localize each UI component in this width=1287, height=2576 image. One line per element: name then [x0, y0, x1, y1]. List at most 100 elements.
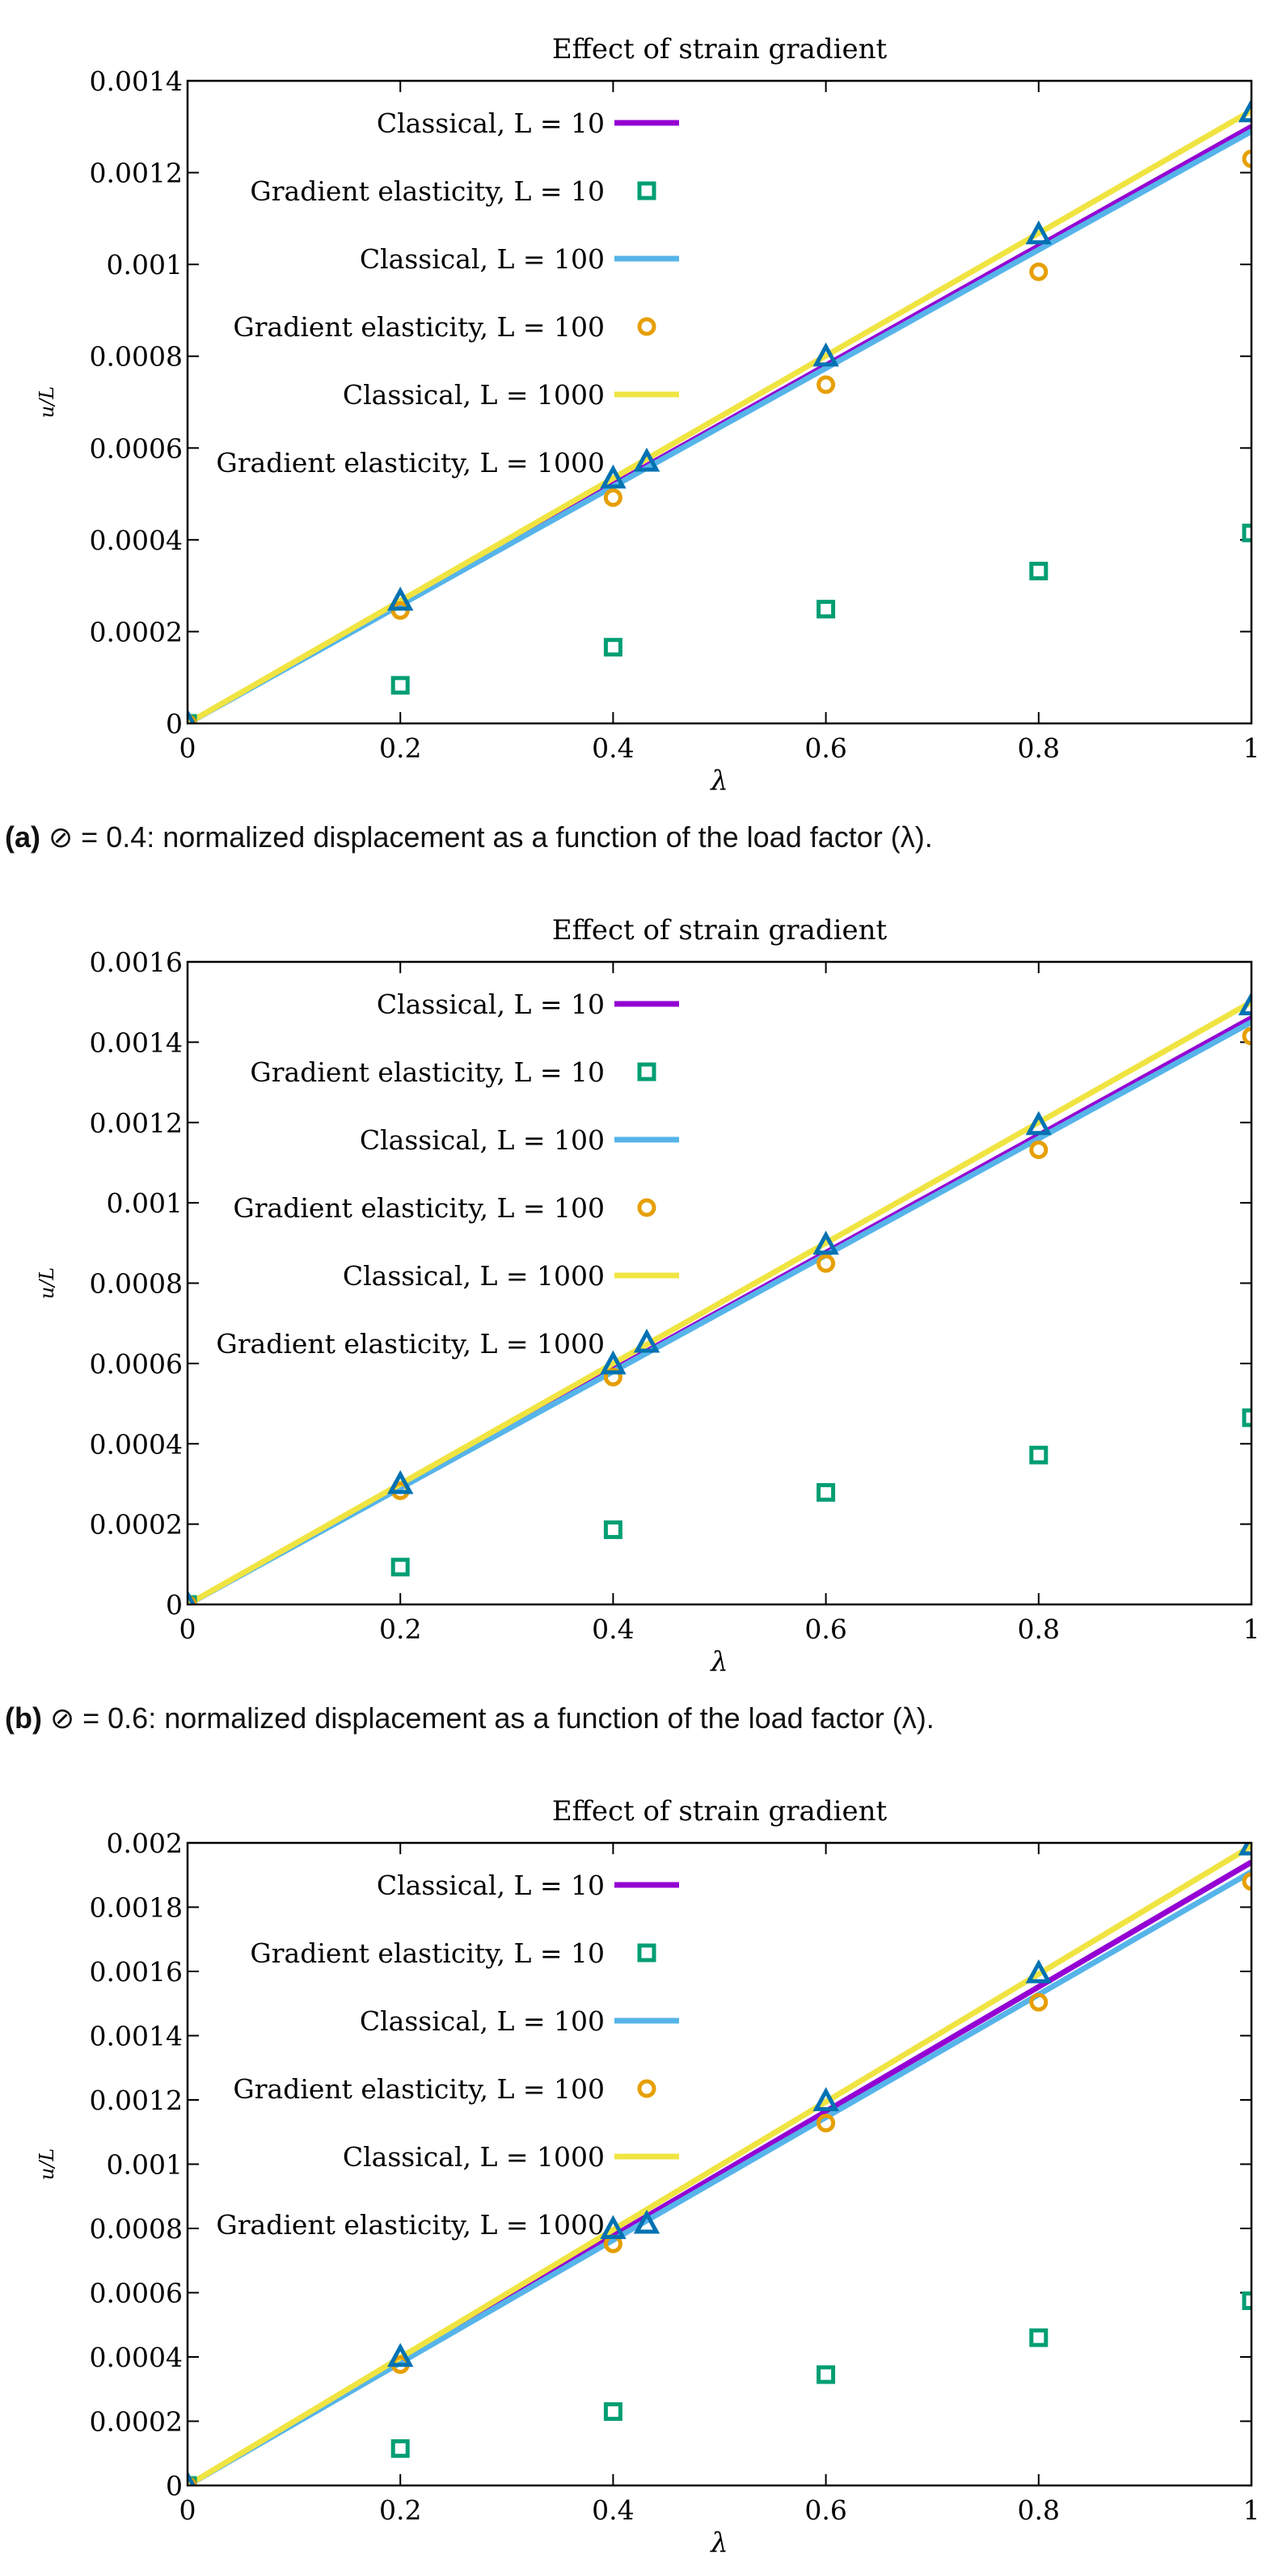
- y-tick-label: 0.0008: [90, 341, 183, 373]
- y-tick-label: 0: [166, 708, 183, 740]
- y-axis-label: u/L: [36, 386, 58, 418]
- x-tick-label: 0.2: [379, 2494, 421, 2526]
- data-point-circle: [817, 375, 836, 394]
- y-tick-label: 0.0006: [90, 1348, 183, 1380]
- data-point-square: [1242, 523, 1251, 542]
- legend-marker-square: [637, 1062, 656, 1081]
- legend-label: Classical, L = 100: [360, 243, 605, 275]
- series-markers: [188, 523, 1251, 723]
- plot-frame: [186, 1841, 1253, 2487]
- data-point-triangle: [188, 708, 196, 723]
- x-tick-label: 1: [1243, 1613, 1260, 1645]
- data-point-square: [1029, 2328, 1049, 2347]
- data-point-square: [603, 2402, 622, 2422]
- legend-label: Gradient elasticity, L = 100: [233, 2073, 605, 2105]
- x-tick-label: 1: [1243, 732, 1260, 764]
- chart-panel-b: Effect of strain gradient 0 0.0002 0.0004 0.…: [0, 881, 1287, 1762]
- legend-marker-circle: [637, 2079, 656, 2098]
- y-tick-label: 0.001: [107, 249, 183, 280]
- data-point-triangle: [1238, 1843, 1251, 1856]
- legend-marker-square: [637, 1943, 656, 1963]
- data-point-square: [1242, 2291, 1251, 2310]
- legend-label: Classical, L = 10: [377, 108, 605, 139]
- legend-marker-circle: [637, 1198, 656, 1217]
- x-axis-label: λ: [709, 1646, 728, 1678]
- legend-label: Gradient elasticity, L = 1000: [216, 2209, 605, 2241]
- legend-label: Classical, L = 10: [377, 989, 605, 1020]
- data-point-square: [817, 600, 836, 619]
- chart-title: Effect of strain gradient: [552, 33, 888, 65]
- legend: Classical, L = 10 Gradient elasticity, L …: [216, 108, 679, 479]
- data-point-triangle: [600, 1350, 627, 1375]
- y-tick-label: 0.001: [107, 1187, 183, 1219]
- data-point-square: [390, 676, 410, 695]
- data-point-circle: [1029, 262, 1049, 281]
- data-point-triangle: [386, 1469, 414, 1495]
- legend-label: Classical, L = 1000: [343, 379, 605, 411]
- chart-a: Effect of strain gradient 0 0.0002 0.0004 0.…: [36, 33, 1260, 797]
- y-tick-label: 0.0002: [90, 1509, 183, 1541]
- legend-marker-triangle: [633, 447, 660, 472]
- x-axis-label: λ: [709, 2527, 728, 2559]
- y-tick-label: 0: [166, 2470, 183, 2502]
- legend-label: Classical, L = 100: [360, 2005, 605, 2037]
- data-point-triangle: [188, 2470, 196, 2485]
- x-tick-label: 0.8: [1018, 2494, 1060, 2526]
- legend-label: Gradient elasticity, L = 100: [233, 311, 605, 343]
- series-line: [188, 999, 1251, 1604]
- series-line: [188, 108, 1251, 723]
- y-tick-label: 0.0014: [90, 2021, 183, 2052]
- x-tick-label: 0.6: [804, 1613, 846, 1645]
- x-tick-label: 0.8: [1018, 732, 1060, 764]
- data-point-square: [817, 2365, 836, 2384]
- y-tick-label: 0.0006: [90, 432, 183, 464]
- plot-frame: [186, 79, 1253, 725]
- figure-caption-b: (b) ⊘ = 0.6: normalized displacement as …: [5, 1701, 935, 1735]
- series-markers: [188, 991, 1251, 1604]
- y-tick-label: 0.0016: [90, 947, 183, 978]
- x-tick-label: 0.8: [1018, 1613, 1060, 1645]
- data-point-triangle: [1025, 220, 1053, 245]
- y-axis-label: u/L: [36, 1267, 58, 1299]
- y-tick-label: 0.0004: [90, 1428, 183, 1460]
- chart-panel-a: Effect of strain gradient 0 0.0002 0.0004 0.…: [0, 0, 1287, 881]
- data-point-square: [817, 1482, 836, 1502]
- legend-marker-square: [637, 181, 656, 200]
- x-tick-label: 0.4: [592, 2494, 634, 2526]
- y-axis-label: u/L: [36, 2148, 58, 2180]
- y-tick-label: 0.0004: [90, 525, 183, 556]
- data-point-circle: [603, 1368, 622, 1387]
- caption-label: (b): [5, 1701, 42, 1735]
- legend-label: Gradient elasticity, L = 1000: [216, 1328, 605, 1360]
- plot-frame: [186, 960, 1253, 1606]
- data-point-triangle: [600, 464, 627, 489]
- data-point-triangle: [812, 342, 839, 367]
- y-tick-label: 0.0018: [90, 1892, 183, 1924]
- data-point-circle: [1029, 1140, 1049, 1160]
- series-markers: [188, 150, 1251, 723]
- data-point-square: [1029, 1445, 1049, 1465]
- y-tick-label: 0.0006: [90, 2278, 183, 2309]
- series-line: [188, 1869, 1251, 2485]
- series-line: [188, 129, 1251, 723]
- data-point-square: [1242, 1408, 1251, 1427]
- y-tick-label: 0.0008: [90, 1268, 183, 1300]
- x-tick-label: 1: [1243, 2494, 1260, 2526]
- x-tick-label: 0.4: [592, 732, 634, 764]
- y-tick-label: 0.0002: [90, 616, 183, 647]
- data-point-circle: [817, 1254, 836, 1273]
- x-tick-label: 0.2: [379, 732, 421, 764]
- legend-label: Classical, L = 1000: [343, 1260, 605, 1292]
- y-tick-label: 0.001: [107, 2149, 183, 2181]
- y-tick-label: 0.002: [107, 1828, 183, 1859]
- y-tick-label: 0.0012: [90, 2085, 183, 2116]
- x-tick-label: 0.2: [379, 1613, 421, 1645]
- data-point-square: [390, 2439, 410, 2458]
- x-tick-label: 0: [179, 1613, 196, 1645]
- legend: Classical, L = 10 Gradient elasticity, L …: [216, 1870, 679, 2241]
- x-tick-label: 0.6: [804, 2494, 846, 2526]
- figure-caption-a: (a) ⊘ = 0.4: normalized displacement as …: [5, 820, 933, 854]
- series-markers: [188, 1408, 1251, 1604]
- legend: Classical, L = 10 Gradient elasticity, L …: [216, 989, 679, 1360]
- series-markers: [188, 1027, 1251, 1604]
